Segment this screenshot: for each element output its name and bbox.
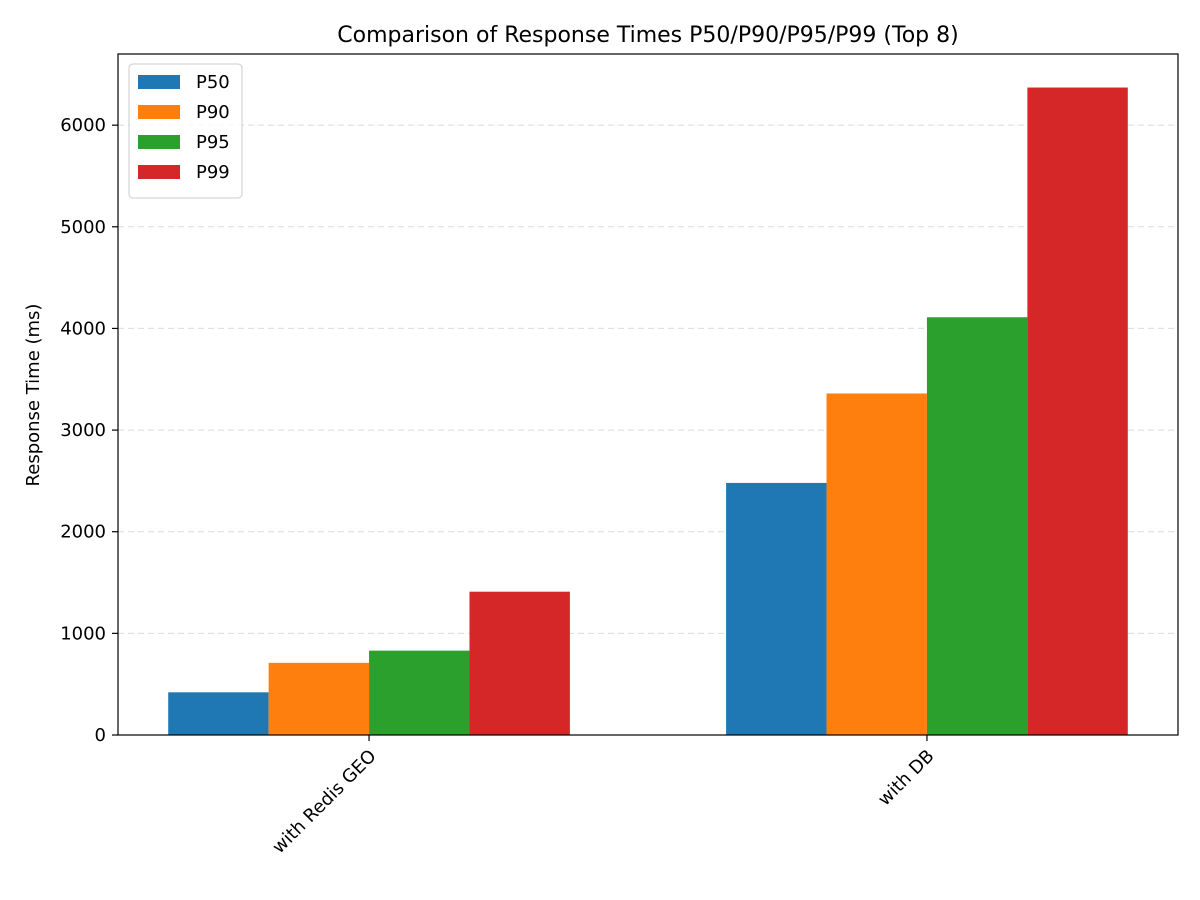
bar-p99-1 xyxy=(1027,87,1128,735)
bar-p95-1 xyxy=(926,317,1028,735)
y-tick-label: 4000 xyxy=(60,318,106,339)
legend-swatch-p99 xyxy=(138,165,180,179)
y-tick-label: 2000 xyxy=(60,522,106,543)
legend-box xyxy=(128,63,243,199)
bar-p90-0 xyxy=(268,662,370,735)
bar-p95-0 xyxy=(369,650,470,735)
legend-label-p50: P50 xyxy=(196,72,230,93)
bar-p50-0 xyxy=(168,692,269,735)
bar-p90-1 xyxy=(826,393,927,735)
y-tick-label: 6000 xyxy=(60,115,106,136)
legend-swatch-p90 xyxy=(138,105,180,119)
legend-label-p99: P99 xyxy=(196,162,230,183)
bar-p99-0 xyxy=(469,591,570,735)
y-axis-ticks: 0 1000 2000 3000 4000 5000 6000 xyxy=(60,115,118,746)
y-tick-label: 1000 xyxy=(60,623,106,644)
legend-label-p95: P95 xyxy=(196,132,230,153)
legend: P50 P90 P95 P99 xyxy=(128,63,243,199)
legend-label-p90: P90 xyxy=(196,102,230,123)
legend-swatch-p50 xyxy=(138,75,180,89)
legend-swatch-p95 xyxy=(138,135,180,149)
bars xyxy=(168,87,1128,735)
y-tick-label: 0 xyxy=(95,725,106,746)
y-tick-label: 5000 xyxy=(60,217,106,238)
y-tick-label: 3000 xyxy=(60,420,106,441)
chart-title: Comparison of Response Times P50/P90/P95… xyxy=(337,23,958,48)
y-axis-label: Response Time (ms) xyxy=(23,304,44,487)
plot-frame xyxy=(117,53,1179,736)
bar-p50-1 xyxy=(726,482,827,735)
